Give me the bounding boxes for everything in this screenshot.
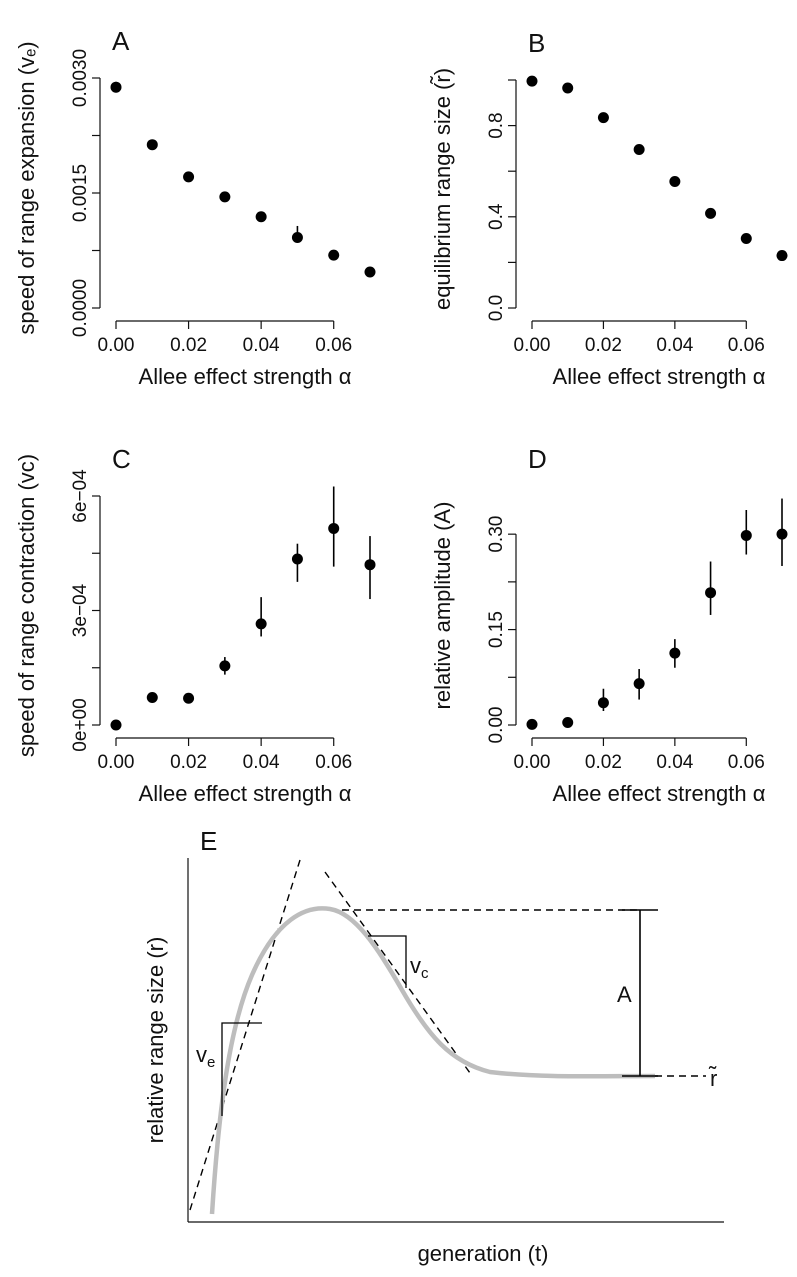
x-axis-label: Allee effect strength α xyxy=(553,781,766,806)
x-tick-label: 0.06 xyxy=(315,335,352,356)
x-axis-label: Allee effect strength α xyxy=(139,781,352,806)
data-point xyxy=(183,171,195,183)
range-size-curve xyxy=(209,906,656,1215)
y-tick-label: 0.15 xyxy=(486,611,507,648)
x-tick-label: 0.02 xyxy=(170,752,207,773)
data-point xyxy=(562,82,574,94)
x-tick-label: 0.06 xyxy=(315,752,352,773)
data-point xyxy=(705,587,717,599)
x-axis-label: Allee effect strength α xyxy=(139,364,352,389)
panel-label-e: E xyxy=(200,826,217,856)
data-point xyxy=(364,266,376,278)
data-point xyxy=(219,191,231,203)
y-tick-label: 0.00 xyxy=(486,707,507,744)
y-tick-label: 0.30 xyxy=(486,516,507,553)
panel-d: D 0.00 0.15 0.30 0.00 0.02 0.04 0.06 Allee effec… xyxy=(430,444,788,806)
data-point xyxy=(705,207,717,219)
data-point xyxy=(328,522,340,534)
data-point xyxy=(776,250,788,262)
panel-a: A 0.0000 0.0015 0.0030 0.00 0.02 0.04 0.06 Allee… xyxy=(14,26,376,389)
y-tick-label: 0.8 xyxy=(486,112,507,138)
data-point xyxy=(633,144,645,156)
panel-label-d: D xyxy=(528,444,547,474)
x-tick-label: 0.06 xyxy=(728,335,765,356)
data-point xyxy=(364,559,376,571)
x-tick-label: 0.00 xyxy=(514,335,551,356)
y-tick-label: 0e+00 xyxy=(70,698,91,751)
x-tick-label: 0.00 xyxy=(514,752,551,773)
y-axis-label: speed of range contraction (vᴄ) xyxy=(14,454,39,757)
data-point xyxy=(526,718,538,730)
data-point xyxy=(255,618,267,630)
y-tick-label: 6e−04 xyxy=(70,469,91,523)
data-point xyxy=(669,647,681,659)
panel-label-a: A xyxy=(112,26,130,56)
data-point xyxy=(183,692,195,704)
data-point xyxy=(562,716,574,728)
ve-slope-triangle xyxy=(221,1022,262,1116)
y-tick-label: 0.4 xyxy=(486,203,507,230)
x-tick-label: 0.02 xyxy=(585,335,622,356)
r-tilde-label: r̃ xyxy=(708,1066,717,1091)
x-tick-label: 0.04 xyxy=(656,752,693,773)
data-point xyxy=(146,692,158,704)
panel-label-b: B xyxy=(528,28,545,58)
data-point xyxy=(110,81,122,93)
y-tick-label: 0.0 xyxy=(486,295,507,321)
x-tick-label: 0.04 xyxy=(656,335,693,356)
y-axis-label: equilibrium range size (r̃) xyxy=(430,68,455,310)
panel-c: C 0e+00 3e−04 6e−04 0.00 0.02 0.04 0.06 Allee ef… xyxy=(14,444,376,806)
y-axis-label: speed of range expansion (vₑ) xyxy=(14,41,39,334)
data-point xyxy=(526,75,538,87)
e-x-axis-label: generation (t) xyxy=(418,1241,549,1266)
ve-label: ve xyxy=(196,1042,215,1071)
expansion-tangent-line xyxy=(189,859,301,1211)
y-tick-label: 3e−04 xyxy=(70,583,91,637)
x-tick-label: 0.04 xyxy=(243,752,280,773)
data-point xyxy=(219,660,231,672)
panel-e-schematic: E ve vc A r̃ generation (t) relative ran… xyxy=(143,826,724,1266)
data-point xyxy=(110,719,122,731)
y-tick-label: 0.0000 xyxy=(70,279,91,337)
data-point xyxy=(669,175,681,187)
data-point xyxy=(146,139,158,151)
data-point xyxy=(255,211,267,223)
data-point xyxy=(776,528,788,540)
x-tick-label: 0.00 xyxy=(98,335,135,356)
data-point xyxy=(740,232,752,244)
x-tick-label: 0.00 xyxy=(98,752,135,773)
data-point xyxy=(633,678,645,690)
vc-slope-triangle xyxy=(368,935,407,988)
amplitude-label: A xyxy=(617,982,632,1007)
x-tick-label: 0.02 xyxy=(170,335,207,356)
y-tick-label: 0.0015 xyxy=(70,164,91,222)
vc-label: vc xyxy=(410,953,429,982)
x-tick-label: 0.06 xyxy=(728,752,765,773)
panel-label-c: C xyxy=(112,444,131,474)
e-y-axis-label: relative range size (r) xyxy=(143,937,168,1144)
data-point xyxy=(328,249,340,261)
x-axis-label: Allee effect strength α xyxy=(553,364,766,389)
x-tick-label: 0.04 xyxy=(243,335,280,356)
contraction-tangent-line xyxy=(324,871,471,1074)
x-tick-label: 0.02 xyxy=(585,752,622,773)
y-tick-label: 0.0030 xyxy=(70,49,91,107)
data-point xyxy=(597,697,609,709)
data-point xyxy=(291,231,303,243)
panel-b: B 0.0 0.4 0.8 0.00 0.02 0.04 0.06 Allee effect s… xyxy=(430,28,788,389)
data-point xyxy=(291,553,303,565)
data-point xyxy=(740,529,752,541)
data-point xyxy=(597,112,609,124)
y-axis-label: relative amplitude (A) xyxy=(430,502,455,710)
